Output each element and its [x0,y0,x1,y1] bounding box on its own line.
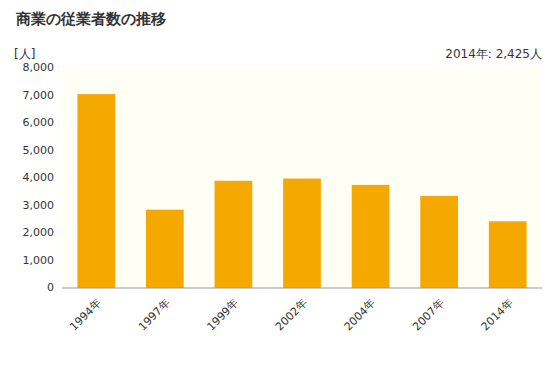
bar [215,181,253,288]
bar [146,210,184,288]
annotation: 2014年: 2,425人 [445,47,542,61]
bar [420,196,458,288]
x-tick-label: 2007年 [410,297,447,334]
y-tick-label: 6,000 [23,116,55,129]
x-tick-label: 1999年 [204,297,241,334]
plot-background [62,68,542,288]
bars [77,94,526,288]
y-tick-label: 7,000 [23,89,55,102]
x-axis-line [62,288,542,289]
bar [352,185,390,288]
chart-svg: 0 1,000 2,000 3,000 4,000 5,000 6,000 7,000 8,00… [0,0,560,366]
x-tick-label: 2004年 [342,297,379,334]
y-tick-label: 1,000 [23,254,55,267]
bar [283,179,321,288]
chart-title: 商業の従業者数の推移 [15,10,166,28]
y-tick-label: 4,000 [23,171,55,184]
y-tick-label: 3,000 [23,199,55,212]
bar [77,94,115,288]
y-tick-label: 8,000 [23,61,55,74]
x-tick-label: 1994年 [67,297,104,334]
x-tick-label: 2002年 [273,297,310,334]
y-tick-label: 0 [47,281,54,294]
y-tick-label: 5,000 [23,144,55,157]
y-tick-label: 2,000 [23,226,55,239]
x-tick-label: 1997年 [136,297,173,334]
chart-container: 0 1,000 2,000 3,000 4,000 5,000 6,000 7,000 8,00… [0,0,560,366]
x-tick-label: 2014年 [479,297,516,334]
bar [489,221,527,288]
y-axis-label: [人] [14,47,35,61]
